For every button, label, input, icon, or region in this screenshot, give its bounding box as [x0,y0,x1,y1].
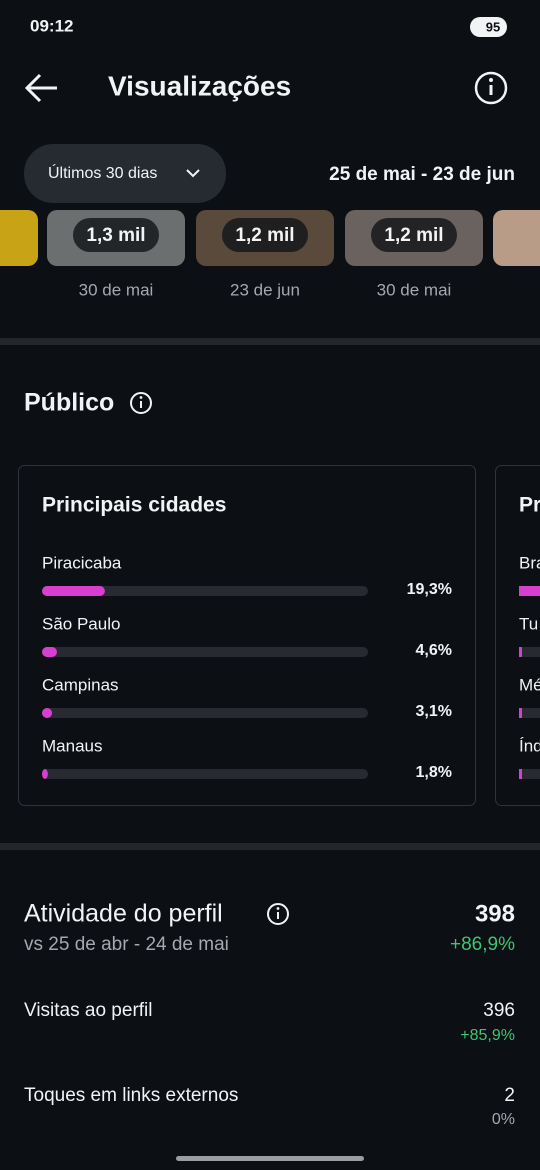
countries-list: Bra Tu Mé Índ [519,553,540,779]
countries-card [495,465,540,806]
bar-track [519,769,540,779]
bar-track [42,647,368,657]
battery-icon [470,17,507,37]
bar-stub [519,586,540,596]
bar-stub [519,647,522,657]
city-name: São Paulo [42,614,120,633]
bar-track [42,586,368,596]
thumbnail-date: 30 de mai [79,280,154,299]
bar-track [519,708,540,718]
bar-track [42,769,368,779]
bar [42,647,57,657]
views-pill [73,218,159,252]
date-range: 25 de mai - 23 de jun [329,164,515,185]
city-share: 3,1% [416,703,452,720]
comparison-range: vs 25 de abr - 24 de mai [24,934,229,955]
info-icon[interactable] [130,392,152,414]
views-pill [222,218,308,252]
info-button[interactable] [474,71,508,105]
country-name: Tu [519,614,538,633]
row-change: +85,9% [460,1027,515,1044]
bar-stub [519,769,522,779]
views-pill [371,218,457,252]
views-label: 1,2 mil [384,225,443,246]
period-dropdown[interactable] [24,144,226,203]
period-label: Últimos 30 dias [48,163,157,182]
battery-level: 95 [486,19,500,34]
city-name: Piracicaba [42,553,122,572]
bar [42,769,48,779]
activity-total: 398 [475,900,515,927]
bar [42,708,53,718]
row-label: Visitas ao perfil [24,1000,153,1021]
chevron [186,169,200,178]
city-name: Campinas [42,675,119,694]
header-title: Visualizações [108,70,291,101]
cities-card [18,465,476,806]
city-share: 1,8% [416,764,452,781]
country-name: Bra [519,553,540,572]
views-label: 1,2 mil [235,225,294,246]
divider [0,338,540,345]
city-share: 19,3% [407,581,452,598]
activity-change: +86,9% [450,934,515,955]
card-title: Principais cidades [42,494,226,517]
row-value: 396 [483,1000,515,1021]
divider [0,843,540,850]
row-change: 0% [492,1111,515,1128]
thumbnail[interactable] [493,210,540,266]
thumbnail-date: 23 de jun [230,280,300,299]
row-value: 2 [504,1085,515,1106]
country-name: Mé [519,675,540,694]
row-label: Toques em links externos [24,1085,238,1106]
cities-list: Piracicaba 19,3% São Paulo 4,6% Campinas 3,1%… [42,553,452,781]
home-indicator [176,1156,364,1161]
views-label: 1,3 mil [86,225,145,246]
section-title: Público [24,389,114,417]
activity-title: Atividade do perfil [24,900,223,928]
country-name: Índ [519,736,540,755]
info-icon[interactable] [267,903,289,925]
thumbnail-date: 30 de mai [377,280,452,299]
card-title: Pr [519,494,540,517]
bar-track [519,647,540,657]
city-name: Manaus [42,736,102,755]
bar-track [42,708,368,718]
back-button[interactable] [24,73,57,103]
bar [42,586,105,596]
status-time: 09:12 [30,16,73,35]
bar-stub [519,708,522,718]
city-share: 4,6% [416,642,452,659]
thumbnail[interactable] [0,210,38,266]
